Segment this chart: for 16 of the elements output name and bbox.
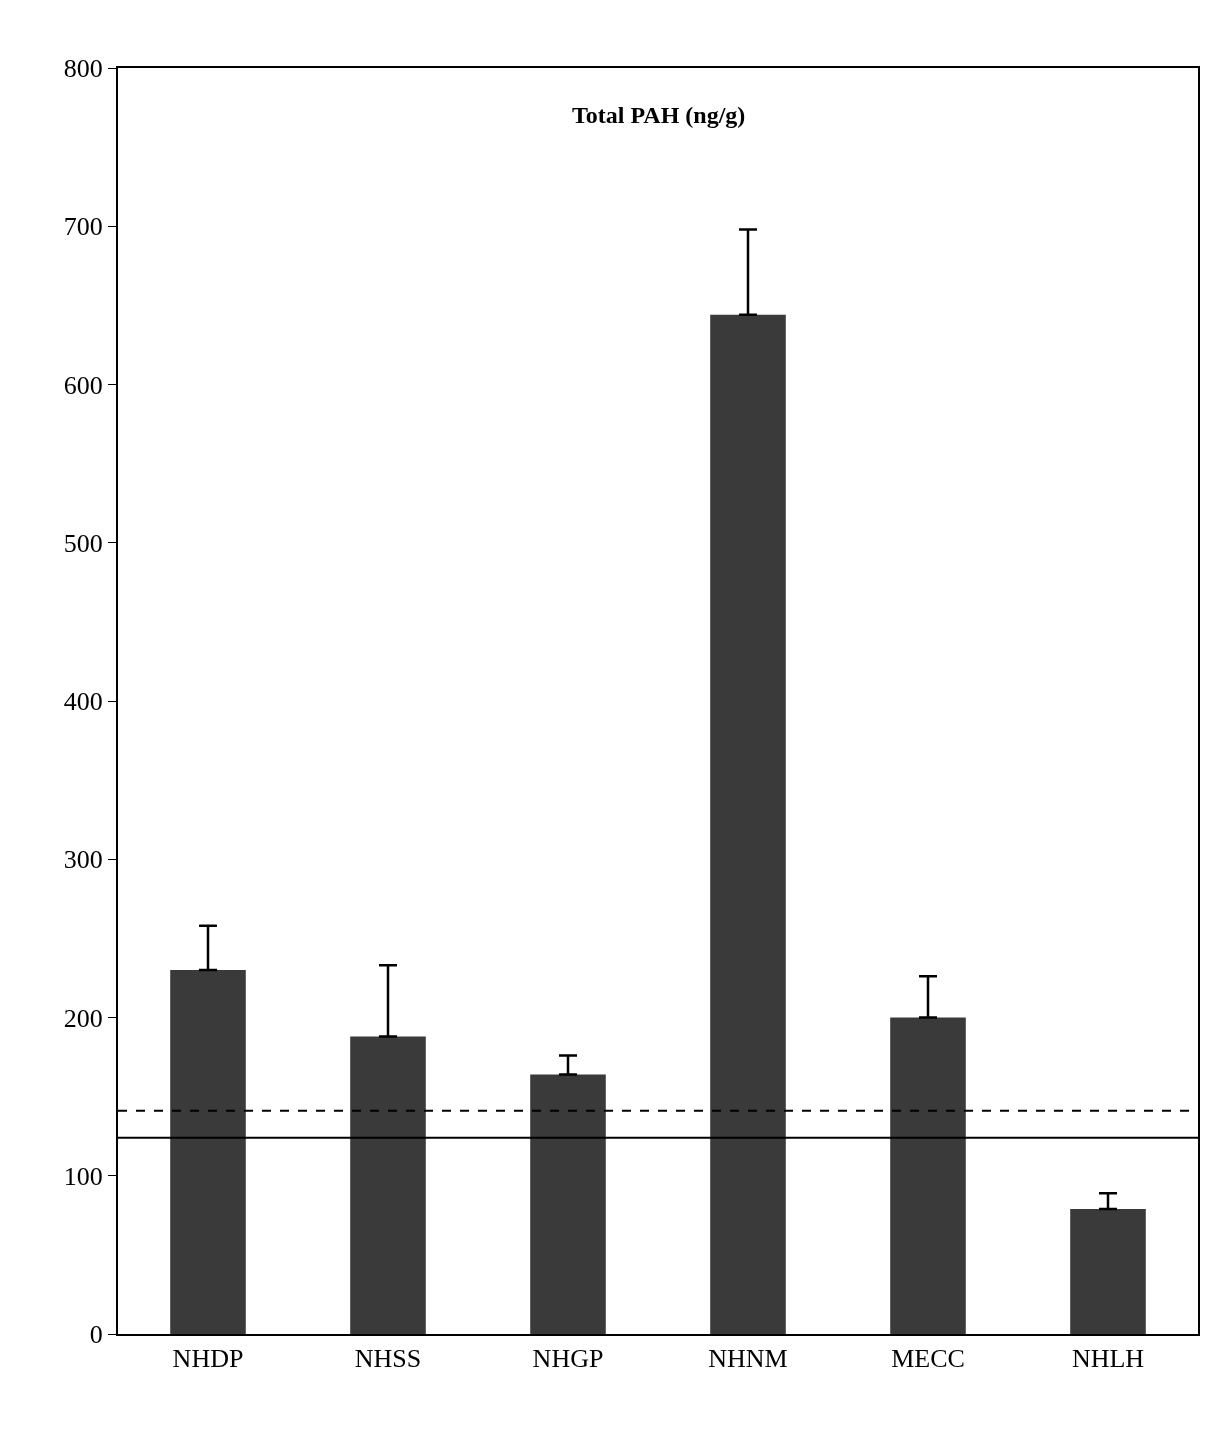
x-tick-label: NHNM	[708, 1344, 788, 1374]
y-tick-label: 500	[63, 528, 103, 558]
y-tick-label: 800	[63, 54, 103, 84]
x-tick-label: MECC	[891, 1344, 965, 1374]
y-tick-label: 400	[63, 687, 103, 717]
x-tick-label: NHLH	[1071, 1344, 1145, 1374]
x-tick-label: NHSS	[354, 1344, 422, 1374]
y-tick-label: 300	[63, 845, 103, 875]
y-tick-label: 200	[63, 1003, 103, 1033]
y-tick-label: 700	[63, 212, 103, 242]
y-tick-label: 100	[63, 1161, 103, 1191]
y-tick-label: 600	[63, 370, 103, 400]
x-tick-label: NHDP	[172, 1344, 244, 1374]
x-tick-label: NHGP	[532, 1344, 604, 1374]
y-tick-label: 0	[89, 1320, 103, 1350]
text: Total PAH (ng/g)	[572, 102, 746, 128]
